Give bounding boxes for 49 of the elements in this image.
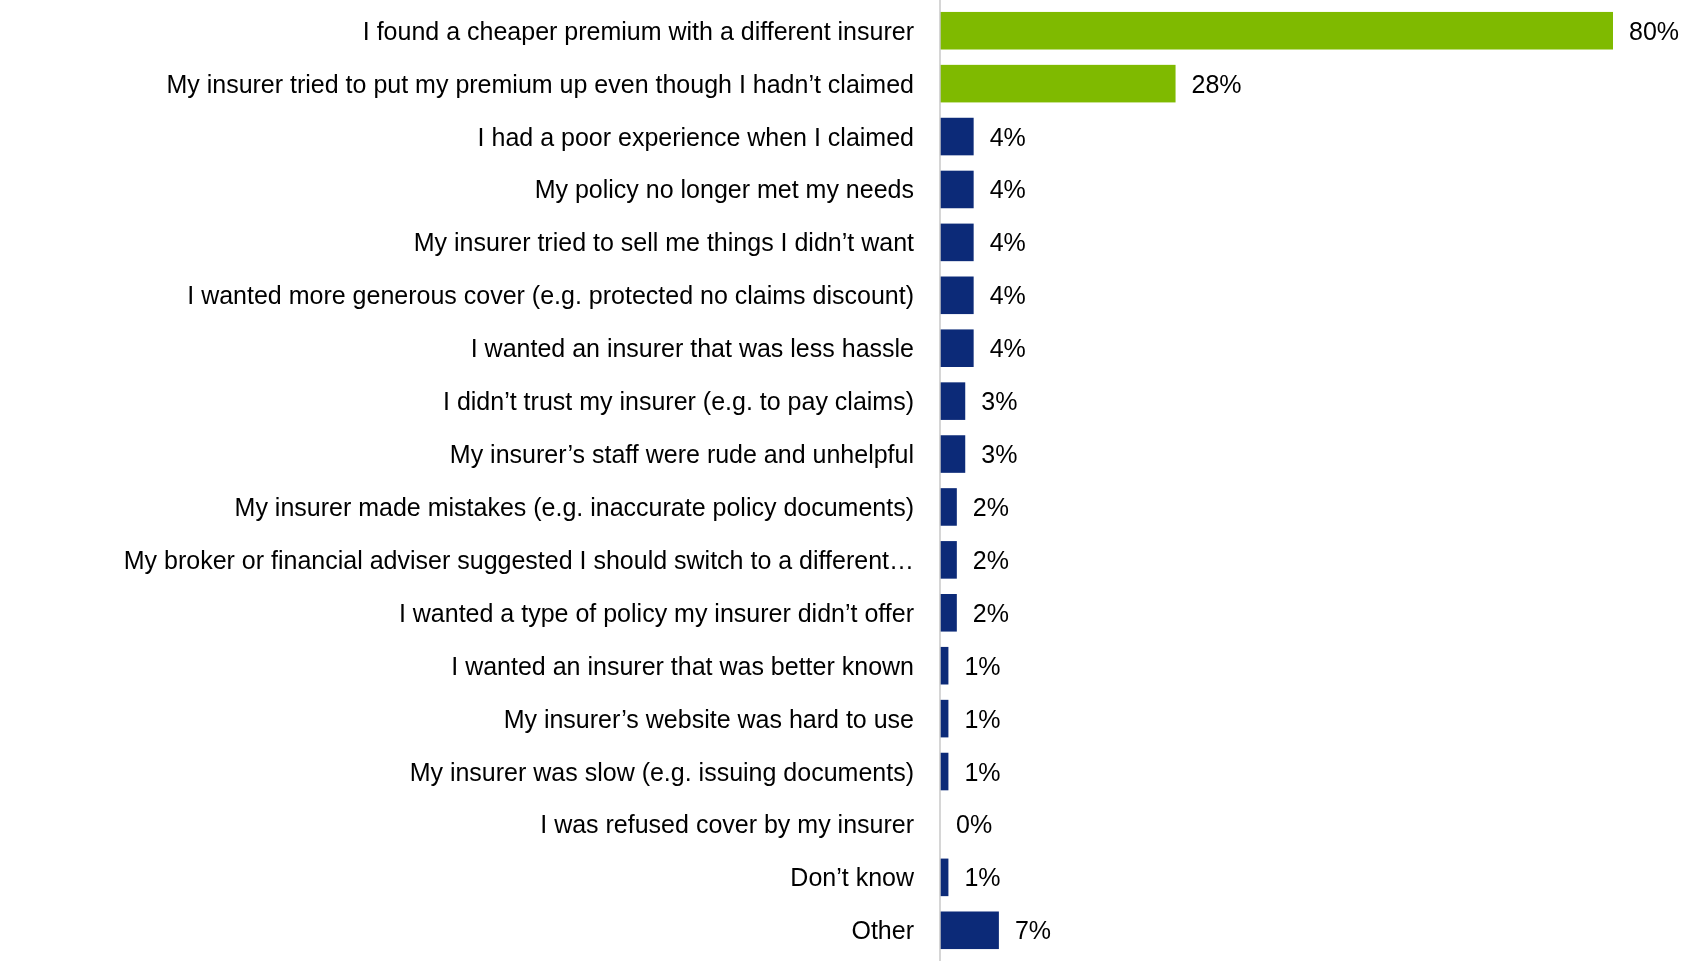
- y-tick-label: My insurer made mistakes (e.g. inaccurate policy documents): [234, 492, 914, 521]
- bar: [940, 64, 1176, 103]
- y-tick-label: I wanted an insurer that was less hassle: [470, 334, 914, 363]
- y-tick-label: I was refused cover by my insurer: [540, 810, 914, 839]
- y-tick-label: My broker or financial adviser suggested I should switch to a different…: [123, 545, 914, 574]
- y-tick-label: My policy no longer met my needs: [534, 175, 914, 204]
- bar: [940, 488, 957, 526]
- data-label: 4%: [989, 122, 1026, 151]
- data-label: 2%: [972, 598, 1009, 627]
- bar: [940, 541, 957, 579]
- data-label: 2%: [972, 545, 1009, 574]
- bar: [940, 594, 957, 632]
- data-label: 1%: [964, 704, 1001, 733]
- data-label: 1%: [964, 651, 1001, 680]
- data-label: 4%: [989, 334, 1026, 363]
- bar: [940, 170, 974, 209]
- data-label: 2%: [972, 492, 1009, 521]
- y-tick-label: I wanted more generous cover (e.g. protected no claims discount): [187, 281, 914, 310]
- y-tick-label: Don’t know: [790, 863, 915, 892]
- bar: [940, 329, 974, 367]
- data-label: 3%: [981, 440, 1018, 469]
- data-label: 3%: [981, 387, 1018, 416]
- bar: [940, 911, 999, 950]
- y-tick-label: I wanted an insurer that was better known: [451, 651, 914, 680]
- y-tick-label: My insurer’s website was hard to use: [503, 704, 914, 733]
- bar: [940, 382, 966, 420]
- data-label: 7%: [1014, 916, 1052, 945]
- data-label: 80%: [1629, 16, 1680, 45]
- y-tick-label: I wanted a type of policy my insurer didn’t offer: [398, 598, 914, 627]
- data-label: 4%: [989, 228, 1026, 257]
- data-label: 4%: [989, 175, 1026, 204]
- y-tick-label: I found a cheaper premium with a different insurer: [362, 16, 914, 45]
- bar: [940, 435, 966, 473]
- data-label: 0%: [956, 810, 993, 839]
- y-tick-label: My insurer tried to put my premium up even though I hadn’t claimed: [166, 69, 914, 98]
- bar: [940, 223, 974, 262]
- data-label: 4%: [989, 281, 1026, 310]
- y-tick-label: My insurer tried to sell me things I didn’t want: [413, 228, 915, 257]
- data-label: 1%: [964, 757, 1001, 786]
- data-label: 28%: [1191, 69, 1242, 98]
- y-tick-label: Other: [851, 916, 914, 945]
- y-tick-label: My insurer was slow (e.g. issuing documents): [409, 757, 914, 786]
- data-label: 1%: [964, 863, 1001, 892]
- y-tick-label: I didn’t trust my insurer (e.g. to pay claims): [443, 387, 914, 416]
- y-tick-label: I had a poor experience when I claimed: [477, 122, 914, 151]
- bar: [940, 117, 974, 156]
- y-tick-label: My insurer’s staff were rude and unhelpful: [449, 440, 914, 469]
- bar: [940, 276, 974, 315]
- bar: [940, 11, 1613, 50]
